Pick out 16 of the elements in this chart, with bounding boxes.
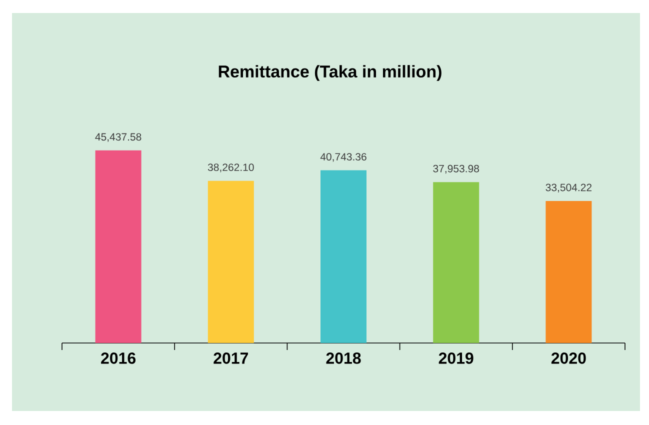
bar xyxy=(208,180,254,343)
bar xyxy=(433,182,480,343)
data-label: 37,953.98 xyxy=(433,164,479,174)
x-tick-label: 2016 xyxy=(101,352,136,364)
data-label: 33,504.22 xyxy=(546,184,592,192)
bar xyxy=(95,150,142,343)
data-label: 40,743.36 xyxy=(320,153,366,162)
x-tick-label: 2020 xyxy=(551,352,586,364)
data-label: 45,437.58 xyxy=(95,133,142,142)
x-tick-label: 2019 xyxy=(438,352,474,364)
data-label: 38,262.10 xyxy=(208,164,254,172)
x-tick-label: 2017 xyxy=(214,352,248,364)
chart-title: Remittance (Taka in million) xyxy=(218,65,442,81)
bar xyxy=(320,170,366,343)
x-tick-label: 2018 xyxy=(326,352,361,364)
bar xyxy=(546,200,592,343)
